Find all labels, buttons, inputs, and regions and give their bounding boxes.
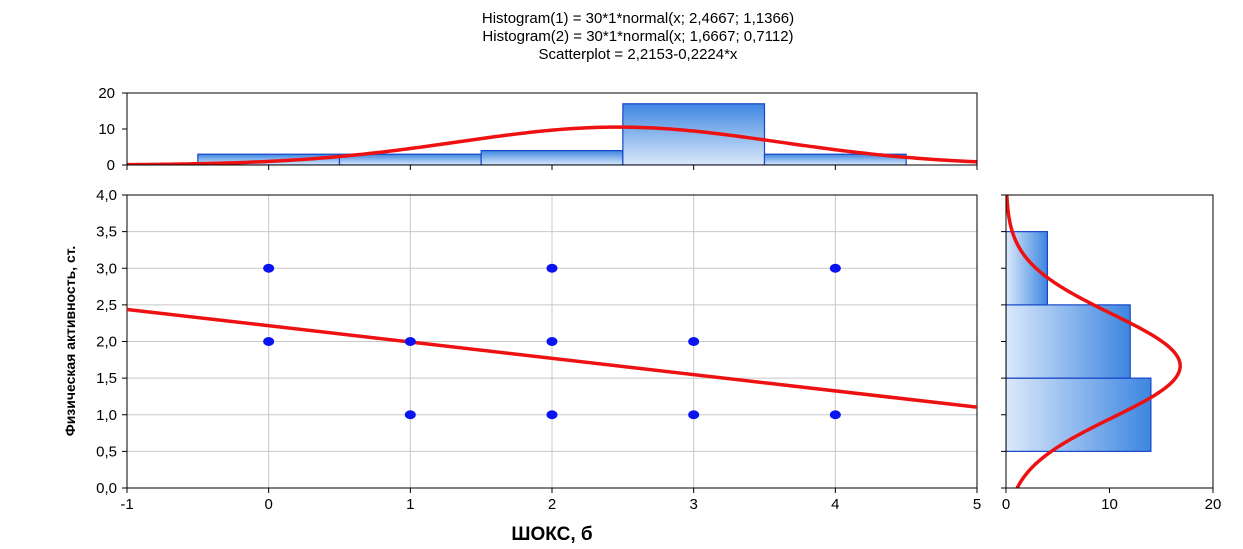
right-normal-curve — [1006, 195, 1182, 488]
right-x-tick-label: 10 — [1101, 496, 1118, 513]
top-y-tick-label: 10 — [98, 121, 115, 138]
scatter-point — [546, 410, 558, 420]
y-tick-label: 0,0 — [96, 480, 117, 497]
right-histogram-bar-3 — [1006, 231, 1049, 306]
main-scatter-panel: -1 0 1 2 3 4 5 0,0 0,5 1,0 1,5 2,0 2,5 3,0 3,5 4,0 — [96, 165, 1006, 513]
x-tick-label: 4 — [831, 496, 839, 513]
x-tick-label: -1 — [120, 496, 133, 513]
right-histogram-bar-2 — [1006, 304, 1131, 379]
right-histogram-panel: 0 10 20 — [1002, 194, 1222, 513]
scatter-point — [263, 263, 275, 273]
chart-title-line-2: Histogram(2) = 30*1*normal(x; 1,6667; 0,… — [482, 28, 793, 45]
scatter-point — [829, 410, 841, 420]
right-x-tick-label: 0 — [1002, 496, 1010, 513]
y-tick-label: 3,5 — [96, 224, 117, 241]
y-tick-label: 4,0 — [96, 187, 117, 204]
scatter-point — [546, 263, 558, 273]
x-tick-label: 0 — [264, 496, 272, 513]
y-tick-label: 3,0 — [96, 260, 117, 277]
y-tick-label: 1,5 — [96, 370, 117, 387]
scatter-point — [829, 263, 841, 273]
top-y-tick-label: 20 — [98, 85, 115, 102]
x-tick-label: 1 — [406, 496, 414, 513]
y-tick-label: 2,5 — [96, 297, 117, 314]
top-histogram-bar-3 — [480, 150, 624, 165]
x-tick-label: 5 — [973, 496, 981, 513]
y-tick-label: 1,0 — [96, 407, 117, 424]
scatter-point — [688, 410, 700, 420]
x-tick-label: 2 — [548, 496, 556, 513]
x-axis-label: ШОКС, б — [511, 524, 592, 545]
regression-line — [127, 307, 977, 409]
scatter-point — [404, 410, 416, 420]
chart-title-line-1: Histogram(1) = 30*1*normal(x; 2,4667; 1,… — [482, 10, 794, 27]
scatter-point — [688, 337, 700, 346]
x-tick-label: 3 — [689, 496, 697, 513]
top-histogram-panel: 0 10 20 — [98, 85, 978, 174]
y-tick-label: 0,5 — [96, 443, 117, 460]
top-histogram-bar-4 — [622, 103, 766, 165]
right-histogram-bar-1 — [1006, 377, 1152, 452]
right-x-tick-label: 20 — [1205, 496, 1222, 513]
chart-title-line-3: Scatterplot = 2,2153-0,2224*x — [539, 46, 738, 63]
scatter-point — [263, 337, 275, 346]
scatter-point — [404, 337, 416, 346]
y-tick-label: 2,0 — [96, 334, 117, 351]
scatter-point — [546, 337, 558, 346]
top-normal-curve — [127, 125, 977, 165]
y-axis-label: Физическая активность, ст. — [62, 246, 78, 437]
top-y-tick-label: 0 — [107, 157, 115, 174]
